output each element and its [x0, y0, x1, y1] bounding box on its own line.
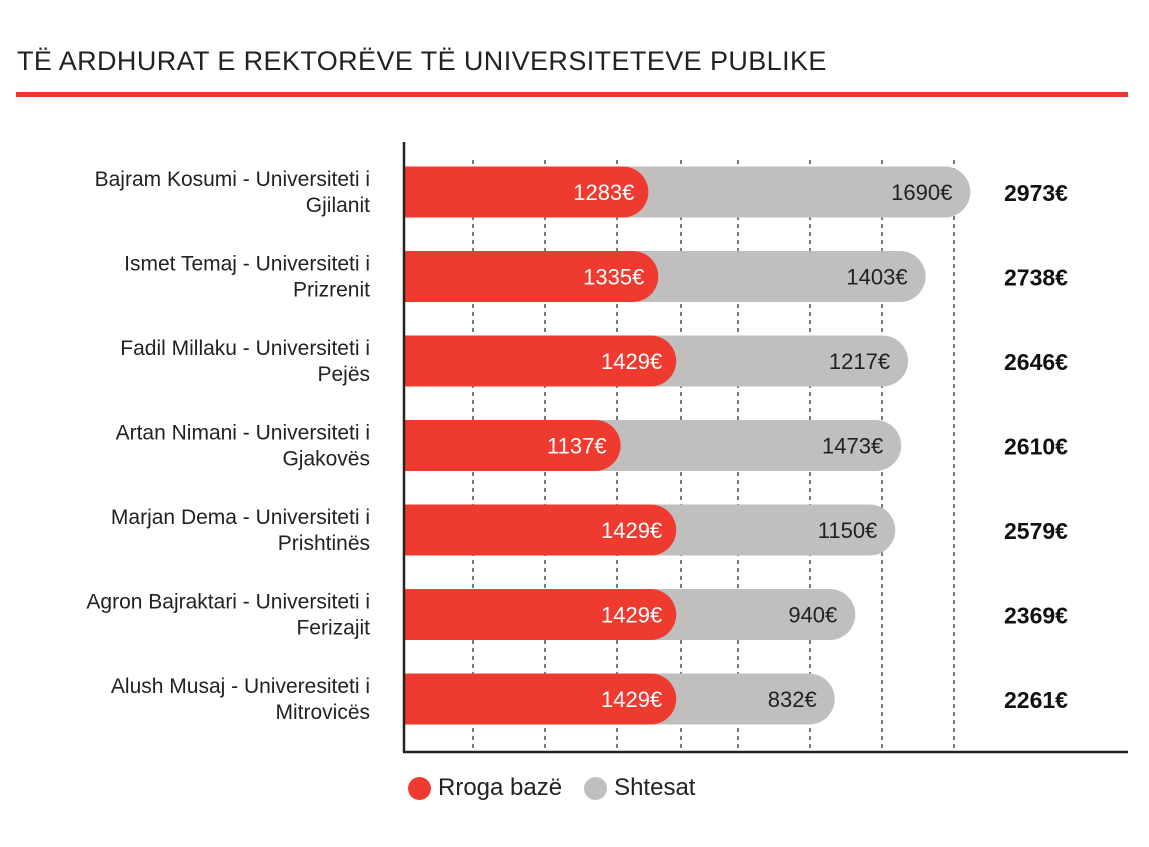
total-label-4: 2579€: [1004, 518, 1068, 544]
chart-title: TË ARDHURAT E REKTORËVE TË UNIVERSITETEV…: [17, 46, 827, 76]
bar-base-4: [404, 504, 677, 556]
extra-value-label-6: 832€: [768, 687, 817, 712]
bars: [404, 166, 971, 725]
base-value-label-6: 1429€: [601, 687, 662, 712]
bar-base-2: [404, 335, 677, 387]
extra-value-label-2: 1217€: [829, 349, 890, 374]
legend-label-base: Rroga bazë: [438, 774, 563, 801]
total-label-3: 2610€: [1004, 434, 1068, 460]
total-label-0: 2973€: [1004, 180, 1068, 206]
category-label-4: Marjan Dema - Universiteti i Prishtinës: [111, 506, 370, 555]
bar-base-1: [404, 251, 659, 302]
base-value-label-4: 1429€: [601, 518, 662, 543]
legend-swatch-extra: [584, 776, 608, 800]
base-value-label-1: 1335€: [583, 265, 644, 290]
base-value-label-2: 1429€: [601, 349, 662, 374]
total-label-6: 2261€: [1004, 687, 1068, 713]
legend-swatch-base: [408, 776, 431, 800]
category-label-1: Ismet Temaj - Universiteti i Prizrenit: [124, 253, 370, 302]
extra-value-label-4: 1150€: [818, 518, 878, 543]
base-value-label-3: 1137€: [547, 434, 607, 459]
bar-base-6: [404, 673, 677, 725]
legend-item-base: Rroga bazë: [408, 774, 562, 802]
legend-item-extra: Shtesat: [584, 774, 695, 802]
extra-value-label-0: 1690€: [891, 180, 952, 205]
extra-value-label-5: 940€: [788, 603, 837, 628]
category-label-0: Bajram Kosumi - Universiteti i Gjilanit: [95, 168, 371, 217]
title-underline: [16, 92, 1128, 97]
legend-label-extra: Shtesat: [614, 774, 696, 801]
labels: 1283€ 1690€ 2973€ Bajram Kosumi - Universit…: [86, 168, 1068, 724]
category-label-5: Agron Bajraktari - Universiteti i Ferizaj…: [86, 591, 370, 640]
total-label-1: 2738€: [1004, 265, 1068, 291]
extra-value-label-3: 1473€: [822, 434, 883, 459]
category-label-6: Alush Musaj - Univeresiteti i Mitrovicës: [111, 675, 370, 724]
category-label-3: Artan Nimani - Universiteti i Gjakovës: [116, 422, 370, 471]
total-label-2: 2646€: [1004, 349, 1068, 375]
base-value-label-5: 1429€: [601, 603, 662, 628]
base-value-label-0: 1283€: [573, 180, 634, 205]
bar-base-3: [404, 420, 621, 471]
bar-base-5: [404, 589, 677, 640]
category-label-2: Fadil Millaku - Universiteti i Pejës: [120, 337, 370, 386]
extra-value-label-1: 1403€: [846, 265, 907, 290]
legend: Rroga bazë Shtesat: [408, 774, 717, 802]
total-label-5: 2369€: [1004, 603, 1068, 629]
bar-base-0: [404, 166, 649, 218]
